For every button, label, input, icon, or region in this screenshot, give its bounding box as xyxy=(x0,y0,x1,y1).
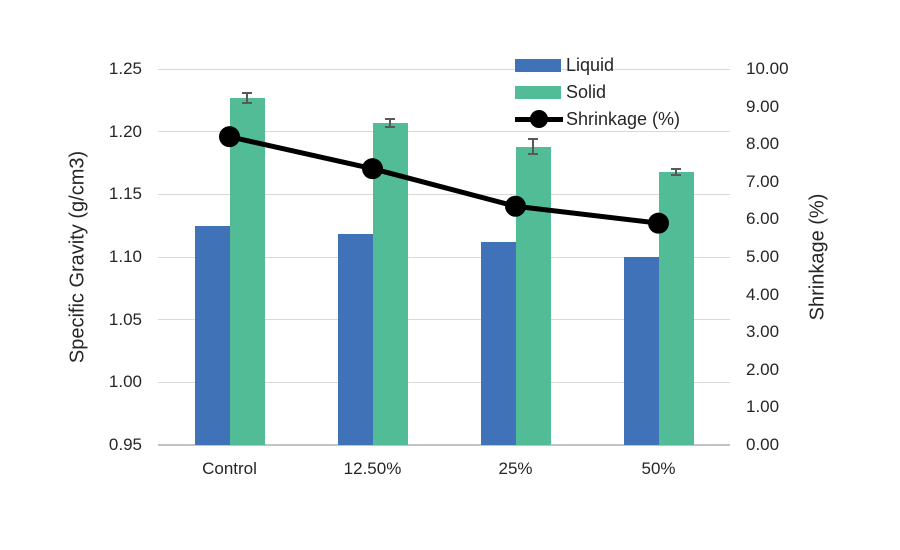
right-axis-tick-label: 10.00 xyxy=(746,59,789,78)
gridline xyxy=(158,256,730,258)
legend-item-solid: Solid xyxy=(515,82,680,102)
category-label-control: Control xyxy=(202,459,257,478)
right-axis-tick-label: 1.00 xyxy=(746,397,780,417)
left-axis-tick-label: 1.00 xyxy=(108,372,142,392)
right-axis-tick-label: 4.00 xyxy=(746,284,780,304)
legend-swatch-solid xyxy=(515,85,561,99)
gridline xyxy=(158,68,730,70)
solid-error-bar-control xyxy=(242,91,252,105)
left-axis-tick-label: 1.15 xyxy=(108,184,142,204)
left-axis-tick-label: 0.95 xyxy=(108,435,142,454)
error-bar-cap-bottom xyxy=(671,173,681,176)
right-axis-tick-label: 3.00 xyxy=(746,322,780,342)
category-label-50: 50% xyxy=(641,459,676,478)
legend-label-solid: Solid xyxy=(566,81,607,102)
solid-error-bar-12-50 xyxy=(385,117,395,128)
right-axis-title: Shrinkage (%) xyxy=(806,193,829,321)
liquid-bar-50 xyxy=(623,257,659,445)
legend-item-liquid: Liquid xyxy=(515,55,680,75)
legend: Liquid Solid Shrinkage (%) xyxy=(515,55,680,136)
error-bar-cap-bottom xyxy=(385,125,395,128)
error-bar-stem xyxy=(246,91,248,105)
right-axis-tick-label: 2.00 xyxy=(746,359,780,379)
gridline xyxy=(158,131,730,133)
right-axis-tick-label: 5.00 xyxy=(746,247,780,266)
error-bar-cap-top xyxy=(242,91,252,94)
legend-swatch-liquid xyxy=(515,58,561,72)
gridline xyxy=(158,319,730,321)
left-axis-tick-label: 1.25 xyxy=(108,59,142,78)
solid-bar-control xyxy=(229,97,265,445)
solid-bar-50 xyxy=(658,171,694,445)
legend-label-shrinkage: Shrinkage (%) xyxy=(566,108,681,129)
solid-bar-25 xyxy=(515,146,551,445)
error-bar-cap-bottom xyxy=(242,102,252,105)
error-bar-stem xyxy=(675,168,677,176)
category-label-25: 25% xyxy=(498,459,533,478)
liquid-bar-12-50 xyxy=(337,234,373,445)
shrinkage-line xyxy=(228,134,659,226)
right-axis-tick-label: 9.00 xyxy=(746,96,780,116)
liquid-bar-25 xyxy=(480,241,516,445)
legend-label-liquid: Liquid xyxy=(566,54,615,75)
right-axis-tick-label: 7.00 xyxy=(746,171,780,191)
error-bar-stem xyxy=(389,117,391,128)
left-axis-tick-label: 1.10 xyxy=(108,247,142,266)
error-bar-cap-top xyxy=(528,137,538,140)
category-label-12-50: 12.50% xyxy=(343,459,402,478)
left-axis-tick-label: 1.05 xyxy=(108,309,142,329)
solid-error-bar-25 xyxy=(528,137,538,156)
liquid-bar-control xyxy=(194,225,230,445)
gridline xyxy=(158,381,730,383)
error-bar-cap-top xyxy=(385,117,395,120)
right-axis-tick-label: 6.00 xyxy=(746,209,780,229)
right-axis-tick-label: 8.00 xyxy=(746,134,780,154)
left-axis-tick-label: 1.20 xyxy=(108,121,142,141)
error-bar-cap-top xyxy=(671,168,681,170)
x-axis-line xyxy=(158,444,730,446)
solid-bar-12-50 xyxy=(372,122,408,445)
legend-line-marker-shrinkage xyxy=(515,109,563,129)
legend-item-shrinkage: Shrinkage (%) xyxy=(515,109,680,129)
legend-line-dot xyxy=(530,110,548,128)
error-bar-cap-bottom xyxy=(528,153,538,156)
solid-error-bar-50 xyxy=(671,168,681,176)
right-axis-tick-label: 0.00 xyxy=(746,435,780,454)
